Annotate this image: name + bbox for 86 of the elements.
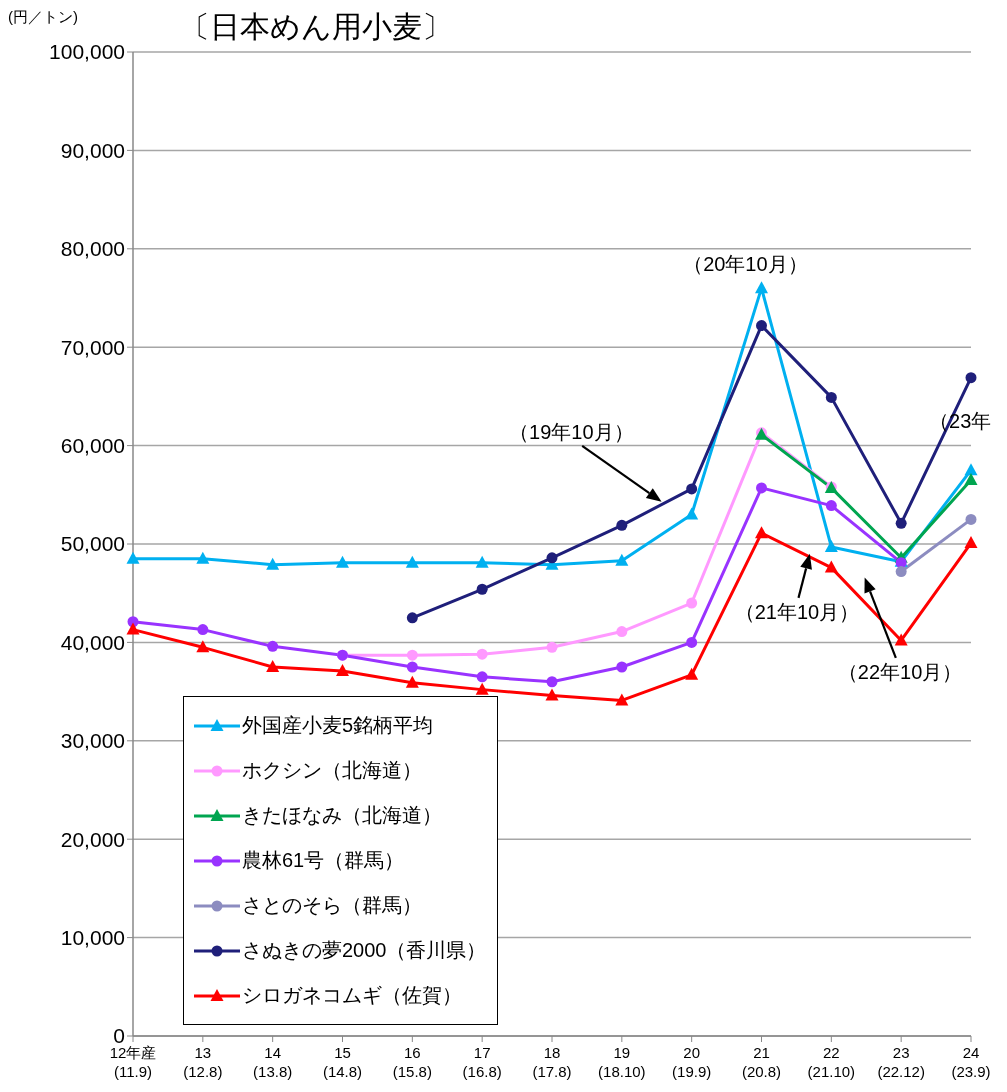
point [405,675,419,688]
point [476,648,488,660]
legend-label: さとのそら（群馬） [242,893,422,918]
x-tick-label: 21 (20.8) [741,1044,782,1080]
point [616,661,628,673]
point [126,551,140,564]
x-tick-label: 20 (19.9) [672,1044,712,1080]
point [964,463,978,476]
point [406,661,418,673]
x-tick-label: 16 (15.8) [392,1044,432,1080]
point [895,566,907,578]
point [406,649,418,661]
x-tick-label: 17 (16.8) [462,1044,502,1080]
y-tick-label: 80,000 [60,237,125,261]
y-tick-label: 20,000 [60,827,125,851]
point [196,640,210,653]
legend-label: ホクシン（北海道） [242,758,422,783]
point [685,507,699,520]
point [267,640,279,652]
point [964,536,978,549]
point [894,633,908,646]
y-axis-title: (円／トン) [8,8,78,27]
annotation: （22年10月） [836,659,964,684]
x-tick-label: 23 (22.12) [877,1044,925,1080]
point [336,555,349,568]
x-tick-label: 14 (13.8) [253,1044,293,1080]
point [895,517,907,529]
point [756,320,767,332]
point [964,473,978,486]
annotation: （23年 [929,409,993,433]
point [476,671,488,683]
y-tick-label: 30,000 [60,729,125,753]
point [336,663,349,676]
point [545,688,559,701]
point [616,519,628,531]
point [196,551,210,564]
point [406,612,418,624]
point [546,676,558,688]
annotation: （20年10月） [682,251,809,276]
point [615,553,629,566]
point [266,660,280,672]
legend-label: シロガネコムギ（佐賀） [242,983,462,1008]
point [965,513,977,525]
point [824,539,838,552]
point [126,622,140,635]
point [616,626,628,638]
point [615,693,629,706]
legend-label: 農林61号（群馬） [242,848,405,873]
annotation: （19年10月） [508,419,635,444]
x-tick-label: 13 (12.8) [183,1044,223,1080]
y-tick-label: 50,000 [60,532,125,556]
legend-label: さぬきの夢2000（香川県） [242,938,487,963]
point [825,500,837,512]
x-tick-label: 24 (23.9) [951,1044,991,1080]
y-tick-label: 100,000 [49,40,125,64]
point [755,281,768,294]
y-tick-label: 70,000 [60,335,125,359]
point [475,682,489,695]
point [197,624,209,636]
annotation: （21年10月） [733,599,861,624]
y-tick-label: 90,000 [60,138,125,162]
point [476,583,488,595]
legend-label: きたほなみ（北海道） [242,803,442,828]
point [825,391,837,403]
point [546,552,558,564]
x-tick-label: 22 (21.10) [807,1044,856,1080]
point [824,560,838,573]
point [965,372,977,384]
point [686,636,698,648]
point [755,526,768,539]
point [546,641,558,653]
point [756,482,767,494]
point [266,557,280,570]
point [686,597,698,609]
x-tick-label: 18 (17.8) [532,1044,572,1080]
point [405,555,419,568]
point [686,483,698,495]
y-tick-label: 60,000 [60,434,125,458]
point [685,667,699,680]
y-tick-label: 10,000 [60,926,125,950]
legend-label: 外国産小麦5銘柄平均 [242,713,434,738]
y-tick-label: 40,000 [60,630,125,654]
chart-title: 〔日本めん用小麦〕 [180,9,452,45]
x-tick-label: 15 (14.8) [322,1044,363,1080]
x-tick-label: 19 (18.10) [598,1044,646,1080]
point [475,555,489,568]
